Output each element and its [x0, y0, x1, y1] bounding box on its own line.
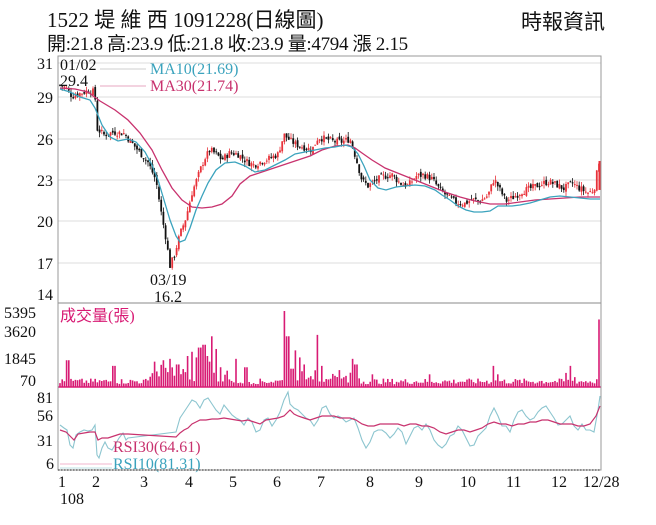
- x-tick-label: 10: [460, 474, 476, 491]
- ma30-legend: MA30(21.74): [150, 78, 238, 95]
- low-value-annotation: 16.2: [154, 289, 182, 306]
- svg-text:17: 17: [37, 256, 53, 273]
- x-tick-label: 12/28: [583, 474, 619, 491]
- x-tick-label: 11: [506, 474, 521, 491]
- x-tick-label: 12: [551, 474, 567, 491]
- volume-y-axis: 5395 3620 1845 70: [4, 305, 36, 390]
- chart-title: 1522 堤 維 西 1091228(日線圖): [47, 8, 324, 32]
- svg-text:5395: 5395: [4, 305, 36, 322]
- source-label: 時報資訊: [521, 10, 605, 34]
- volume-panel: 5395 3620 1845 70 成交量(張): [4, 305, 601, 390]
- x-tick-label: 2: [92, 474, 100, 491]
- x-axis-year: 108: [60, 491, 84, 508]
- x-tick-label: 9: [415, 474, 423, 491]
- price-gridlines: [58, 62, 601, 264]
- svg-text:70: 70: [20, 373, 36, 390]
- price-y-axis: 31 29 26 23 20 17 14: [37, 56, 53, 304]
- rsi30-legend: RSI30(64.61): [113, 439, 201, 456]
- svg-text:1845: 1845: [4, 351, 36, 368]
- svg-text:20: 20: [37, 214, 53, 231]
- high-value-annotation: 29.4: [60, 73, 88, 90]
- ma10-line: [59, 88, 600, 243]
- candlesticks: [59, 84, 601, 270]
- svg-text:6: 6: [46, 456, 54, 473]
- rsi-panel: 81 56 31 6 RSI30(64.61) RSI10(81.31): [37, 390, 601, 473]
- x-tick-label: 1: [58, 474, 66, 491]
- x-tick-label: 5: [229, 474, 237, 491]
- volume-title: 成交量(張): [60, 307, 135, 325]
- quote-summary: 開:21.8 高:23.9 低:21.8 收:23.9 量:4794 漲 2.1…: [47, 34, 408, 55]
- low-date-annotation: 03/19: [150, 272, 186, 289]
- x-tick-label: 7: [317, 474, 325, 491]
- svg-text:26: 26: [37, 132, 53, 149]
- svg-text:31: 31: [37, 56, 53, 73]
- svg-text:14: 14: [37, 287, 53, 304]
- svg-text:56: 56: [37, 408, 53, 425]
- svg-text:29: 29: [37, 90, 53, 107]
- volume-bars: [59, 311, 600, 387]
- rsi-y-axis: 81 56 31 6: [37, 390, 54, 473]
- ma30-line: [59, 87, 600, 209]
- rsi30-line: [59, 405, 601, 441]
- x-tick-label: 6: [273, 474, 281, 491]
- rsi10-legend: RSI10(81.31): [113, 456, 201, 473]
- svg-text:31: 31: [37, 433, 53, 450]
- x-tick-label: 3: [140, 474, 148, 491]
- ma10-legend: MA10(21.69): [150, 61, 238, 78]
- svg-text:23: 23: [37, 173, 53, 190]
- x-tick-label: 8: [366, 474, 374, 491]
- high-date-annotation: 01/02: [60, 57, 96, 74]
- x-tick-label: 4: [185, 474, 193, 491]
- svg-text:81: 81: [37, 390, 53, 407]
- svg-text:3620: 3620: [4, 324, 36, 341]
- price-panel: 31 29 26 23 20 17 14 MA10(21.69) MA30(21…: [37, 56, 601, 306]
- x-axis: 1 2 3 4 5 6 7 8 9 10 11 12 12/28 108: [58, 474, 619, 508]
